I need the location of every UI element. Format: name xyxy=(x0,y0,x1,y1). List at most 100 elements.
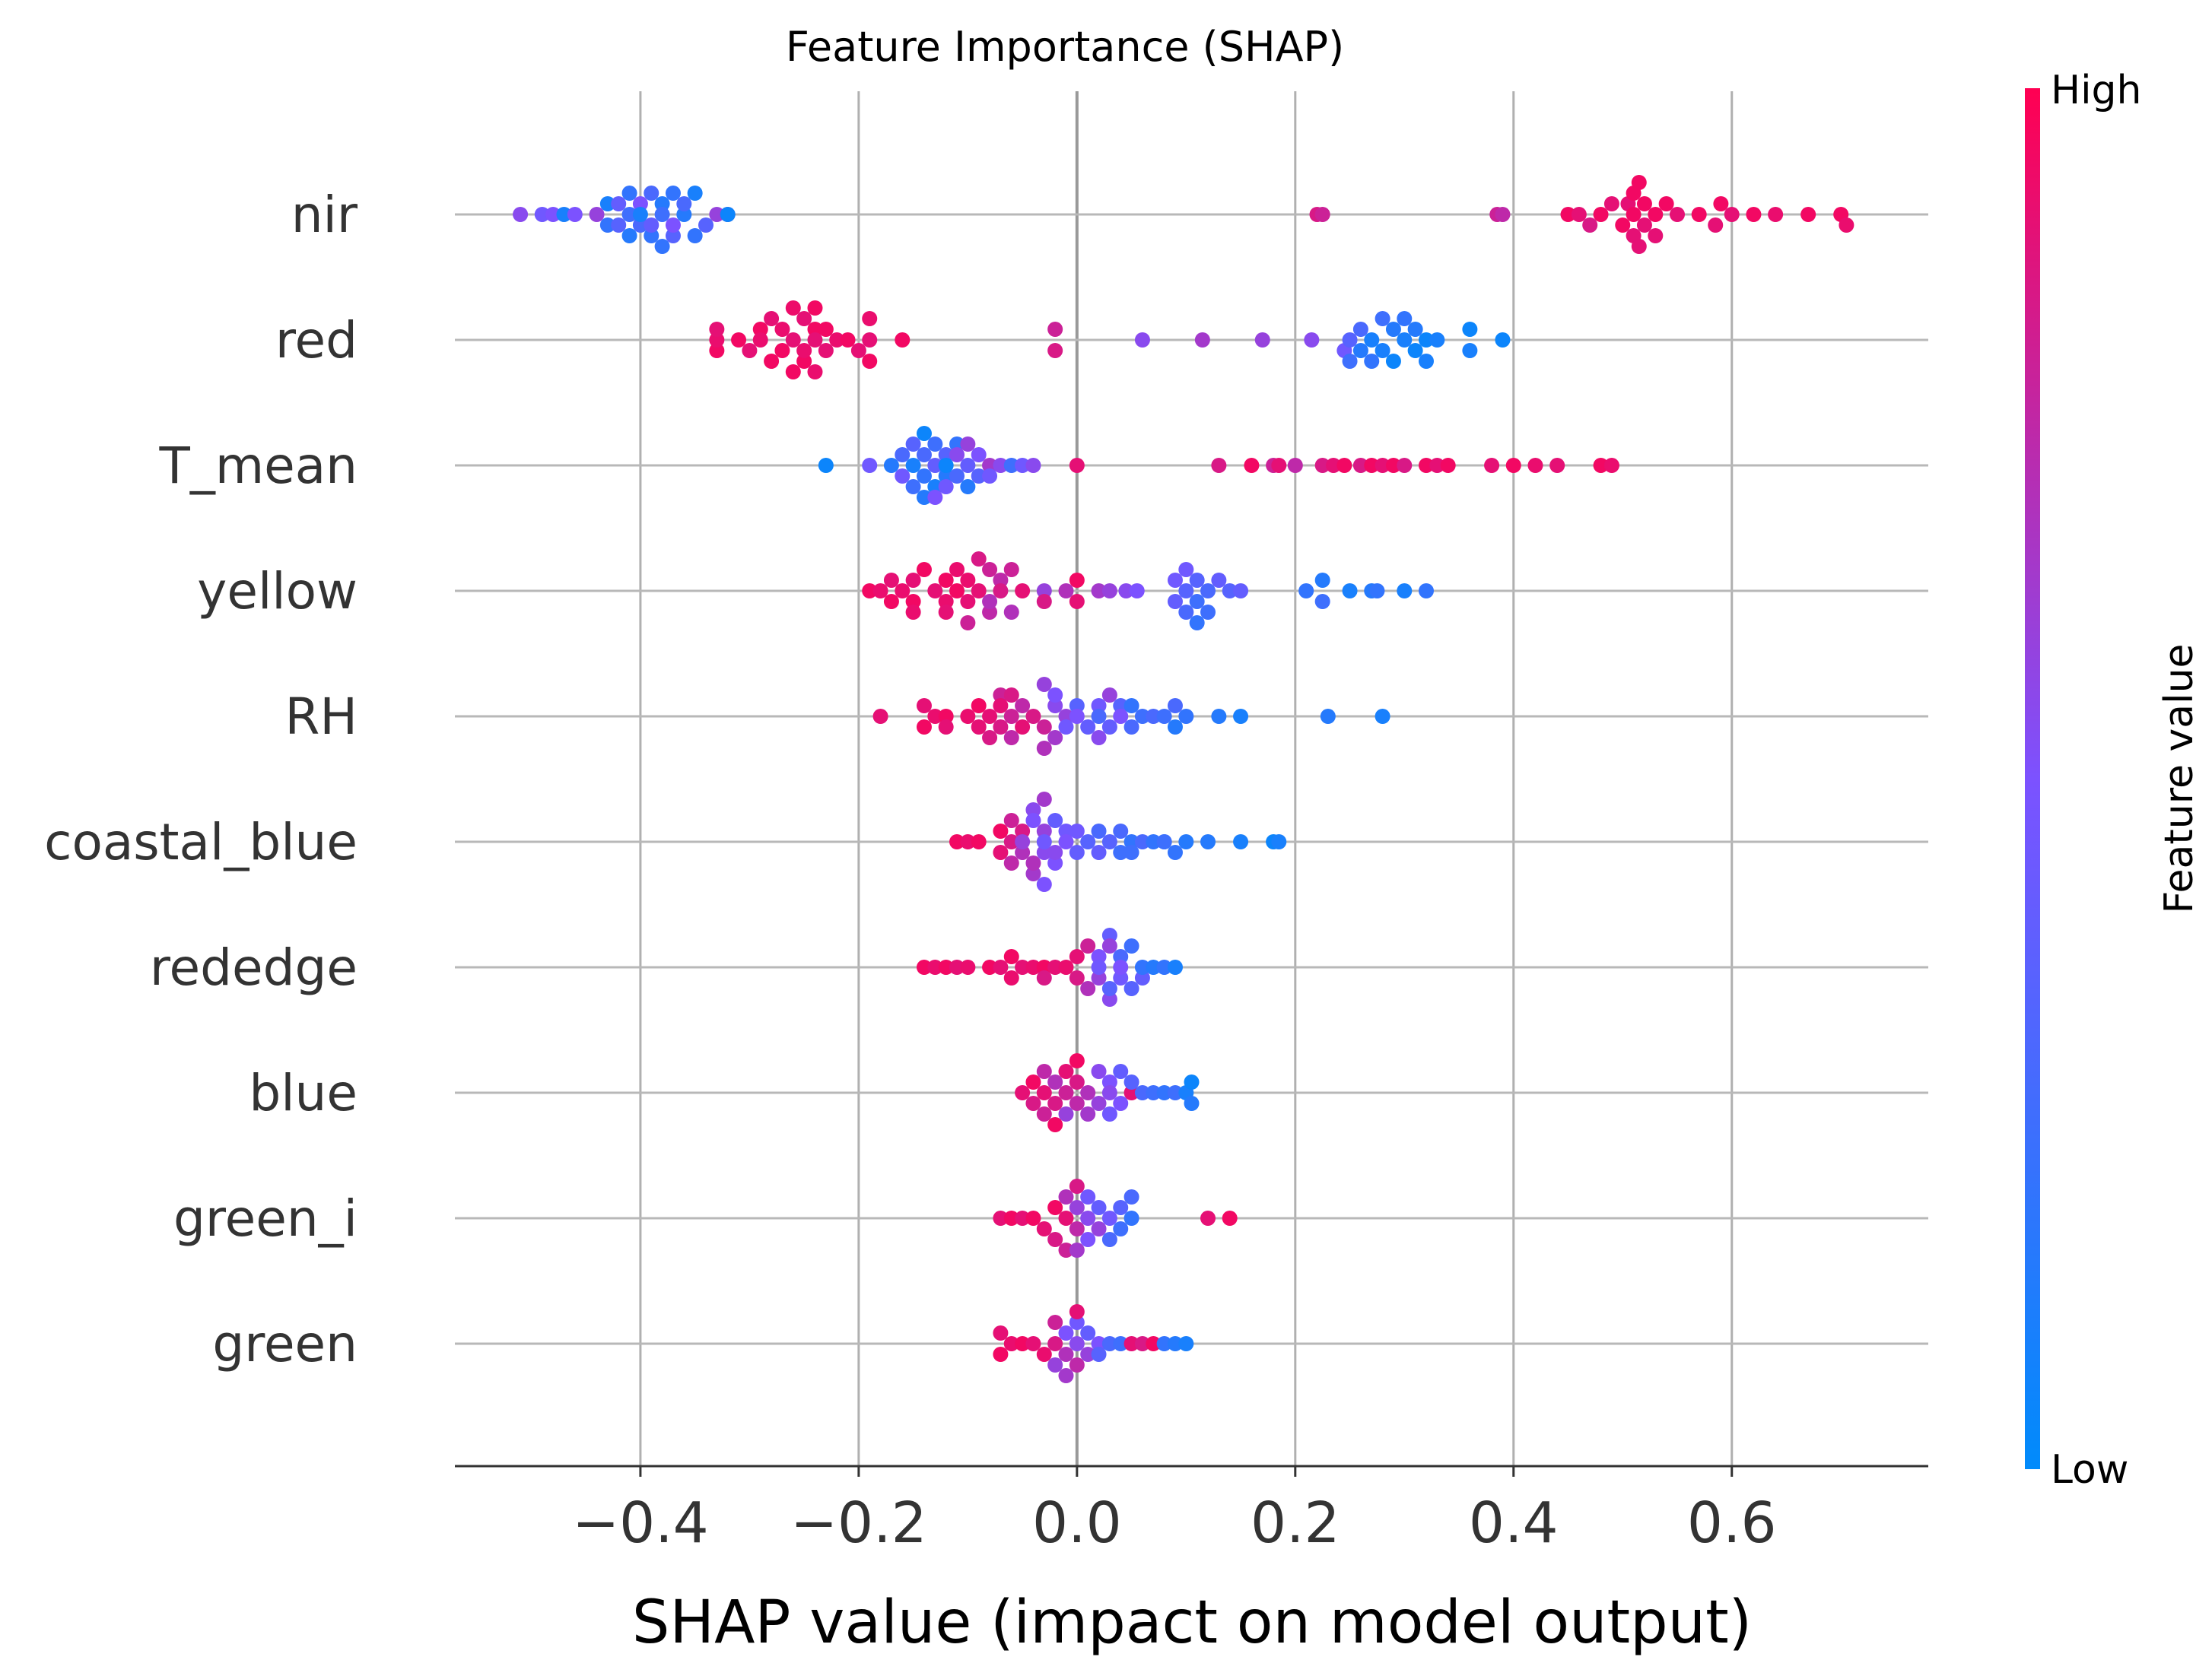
shap-point xyxy=(1167,698,1183,713)
shap-point xyxy=(938,605,954,620)
shap-point xyxy=(1015,583,1031,598)
shap-point xyxy=(1047,1336,1063,1351)
shap-point xyxy=(644,228,659,243)
shap-point xyxy=(895,583,911,598)
shap-point xyxy=(1418,458,1434,473)
shap-point xyxy=(709,322,725,337)
shap-point xyxy=(1069,845,1085,860)
shap-point xyxy=(1113,1200,1129,1215)
shap-point xyxy=(1015,960,1031,975)
feature-label: blue xyxy=(249,1064,358,1122)
shap-point xyxy=(1397,583,1413,598)
shap-point xyxy=(960,960,976,975)
shap-point xyxy=(938,447,954,462)
shap-point xyxy=(840,332,856,348)
shap-point xyxy=(1407,322,1423,337)
shap-point xyxy=(1025,855,1041,871)
shap-point xyxy=(883,573,899,588)
shap-point xyxy=(1113,824,1129,839)
shap-point xyxy=(1036,1085,1052,1100)
shap-point xyxy=(1101,687,1117,703)
colorbar-low-label: Low xyxy=(2051,1447,2128,1493)
shap-point xyxy=(545,207,561,222)
shap-point xyxy=(1003,1336,1019,1351)
shap-point xyxy=(938,468,954,484)
shap-point xyxy=(676,207,692,222)
x-tick-label: 0.4 xyxy=(1469,1490,1559,1556)
shap-point xyxy=(1713,196,1729,211)
shap-point xyxy=(1222,1211,1238,1226)
shap-point xyxy=(982,960,998,975)
shap-point xyxy=(1178,605,1194,620)
shap-point xyxy=(1101,938,1117,954)
shap-point xyxy=(1069,1200,1085,1215)
shap-point xyxy=(807,364,823,379)
shap-point xyxy=(513,207,529,222)
shap-point xyxy=(993,1347,1009,1362)
shap-point xyxy=(1123,981,1139,996)
shap-point xyxy=(1342,583,1358,598)
shap-point xyxy=(1036,594,1052,609)
shap-point xyxy=(1069,1243,1085,1258)
shap-point xyxy=(1326,458,1342,473)
shap-point xyxy=(1462,322,1478,337)
shap-point xyxy=(1047,1357,1063,1373)
shap-point xyxy=(1658,196,1674,211)
shap-point xyxy=(1069,709,1085,724)
shap-point xyxy=(1101,1232,1117,1247)
shap-point xyxy=(818,322,834,337)
shap-point xyxy=(1156,960,1172,975)
shap-point xyxy=(1571,207,1587,222)
shap-point xyxy=(1189,573,1205,588)
shap-point xyxy=(905,605,921,620)
shap-point xyxy=(1418,332,1434,348)
shap-point xyxy=(1134,1085,1150,1100)
shap-point xyxy=(1429,458,1445,473)
shap-point xyxy=(993,687,1009,703)
shap-point xyxy=(1708,217,1724,233)
shap-point xyxy=(1003,970,1019,986)
shap-point xyxy=(720,207,736,222)
shap-point xyxy=(1069,1357,1085,1373)
shap-point xyxy=(1167,719,1183,735)
shap-point xyxy=(1047,1096,1063,1111)
shap-point xyxy=(1418,583,1434,598)
shap-point xyxy=(1178,583,1194,598)
shap-point xyxy=(1025,866,1041,881)
shap-point xyxy=(993,719,1009,735)
shap-point xyxy=(1352,343,1368,358)
shap-point xyxy=(1036,834,1052,849)
shap-point xyxy=(1101,583,1117,598)
shap-point xyxy=(1593,207,1609,222)
shap-point xyxy=(621,186,637,201)
x-tick-label: 0.0 xyxy=(1032,1490,1122,1556)
shap-point xyxy=(1091,709,1107,724)
shap-point xyxy=(1194,332,1210,348)
shap-point xyxy=(1036,741,1052,756)
shap-point xyxy=(1003,730,1019,745)
shap-point xyxy=(949,447,965,462)
shap-point xyxy=(1118,583,1134,598)
shap-point xyxy=(1123,1074,1139,1090)
shap-point xyxy=(1636,196,1652,211)
shap-point xyxy=(1003,949,1019,964)
shap-point xyxy=(1069,1074,1085,1090)
shap-point xyxy=(632,207,648,222)
shap-point xyxy=(1101,981,1117,996)
shap-point xyxy=(807,332,823,348)
shap-point xyxy=(1113,970,1129,986)
feature-label: RH xyxy=(285,687,358,746)
shap-point xyxy=(1369,583,1385,598)
shap-point xyxy=(1080,1211,1096,1226)
shap-point xyxy=(599,217,615,233)
shap-point xyxy=(774,322,790,337)
shap-point xyxy=(916,447,932,462)
shap-point xyxy=(905,594,921,609)
shap-point xyxy=(916,719,932,735)
shap-point xyxy=(895,332,911,348)
shap-point xyxy=(960,709,976,724)
shap-point xyxy=(1123,1336,1139,1351)
shap-point xyxy=(774,343,790,358)
shap-point xyxy=(971,447,987,462)
shap-point xyxy=(1036,1106,1052,1122)
